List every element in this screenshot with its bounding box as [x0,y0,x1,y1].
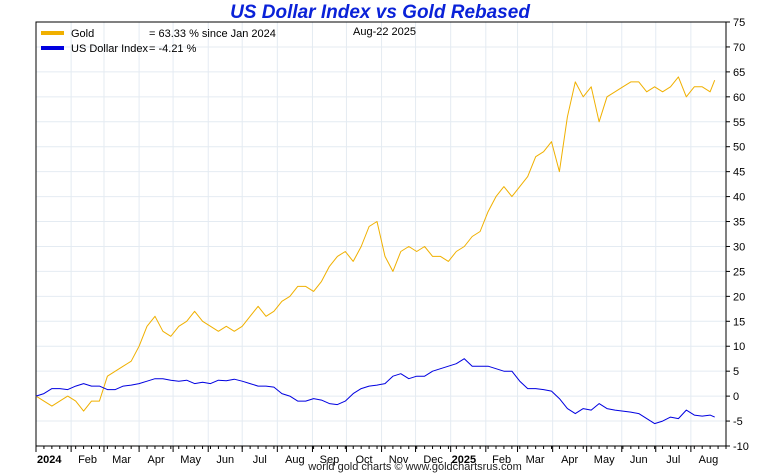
x-tick-label: Mar [112,454,131,466]
legend-series-name: Gold [71,28,94,40]
y-tick-label: 10 [733,341,745,353]
x-tick-label: Jul [253,454,267,466]
y-tick-label: 20 [733,291,745,303]
x-tick-label: Nov [389,454,409,466]
x-tick-label: Jun [630,454,648,466]
series-line-gold [35,76,716,412]
y-tick-label: 35 [733,217,745,229]
y-tick-label: 5 [733,366,739,378]
x-tick-label: Aug [699,454,719,466]
x-tick-label: Sep [320,454,340,466]
y-tick-label: 30 [733,241,745,253]
x-tick-label: Mar [526,454,545,466]
y-tick-label: 60 [733,92,745,104]
x-tick-label: Aug [285,454,305,466]
x-tick-label: 2025 [452,454,476,466]
x-tick-label: Feb [492,454,511,466]
y-tick-label: 0 [733,391,739,403]
y-tick-label: 75 [733,17,745,29]
x-tick-label: Jul [666,454,680,466]
y-tick-label: 70 [733,42,745,54]
x-tick-label: Dec [423,454,443,466]
y-tick-label: -10 [733,441,749,453]
x-tick-label: Apr [561,454,578,466]
chart-date-label: Aug-22 2025 [353,26,416,38]
x-tick-label: Oct [355,454,372,466]
y-tick-label: 45 [733,167,745,179]
x-tick-label: Jun [216,454,234,466]
y-tick-label: 40 [733,192,745,204]
chart-footer: world gold charts © www.goldchartsrus.co… [308,461,522,473]
plot-frame [35,21,727,447]
y-tick-label: 65 [733,67,745,79]
legend-series-value: = -4.21 % [149,43,197,55]
x-tick-label: May [594,454,615,466]
chart-title: US Dollar Index vs Gold Rebased [230,2,530,23]
y-tick-label: 55 [733,117,745,129]
y-tick-label: 15 [733,316,745,328]
legend-series-value: = 63.33 % since Jan 2024 [149,28,276,40]
legend-series-name: US Dollar Index [71,43,149,55]
x-tick-label: Apr [148,454,165,466]
x-tick-label: May [180,454,201,466]
x-tick-label: Feb [78,454,97,466]
x-tick-label: 2024 [37,454,62,466]
y-tick-label: 50 [733,142,745,154]
y-tick-label: 25 [733,266,745,278]
y-tick-label: -5 [733,416,743,428]
series-line-usd-index [35,358,715,425]
